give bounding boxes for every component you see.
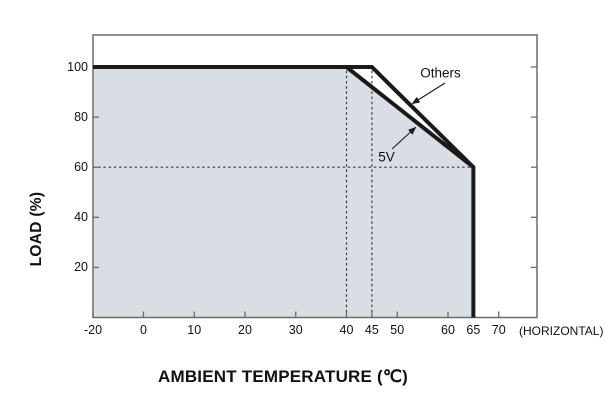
shaded-operating-region bbox=[93, 67, 474, 318]
x-axis-title: AMBIENT TEMPERATURE (℃) bbox=[157, 367, 409, 386]
y-axis-title: LOAD (%) bbox=[28, 191, 45, 267]
annotation-arrow-5v bbox=[391, 126, 417, 150]
x-axis-orientation-note: (HORIZONTAL) bbox=[519, 323, 604, 338]
series-line-5v bbox=[93, 65, 476, 318]
plot-border bbox=[92, 34, 538, 319]
annotation-arrow-others bbox=[411, 82, 446, 105]
